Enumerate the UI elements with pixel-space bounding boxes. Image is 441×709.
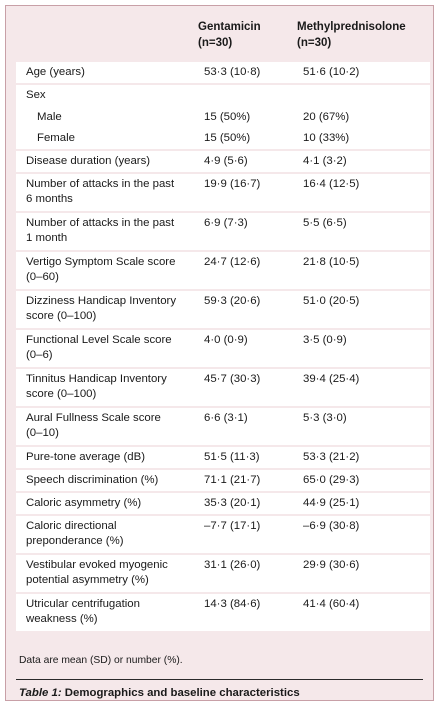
row-label: Sex: [26, 89, 46, 101]
methylprednisolone-value: 10 (33%): [303, 132, 350, 144]
row-label: Male: [37, 111, 62, 123]
table-row: Aural Fullness Scale score (0–10) 6·6 (3…: [16, 408, 430, 445]
methylprednisolone-value: 21·8 (10·5): [303, 256, 360, 268]
table-row: Age (years) 53·3 (10·8) 51·6 (10·2): [16, 62, 430, 83]
methylprednisolone-value: 20 (67%): [303, 111, 350, 123]
methylprednisolone-value: –6·9 (30·8): [303, 520, 360, 532]
methylprednisolone-value: 4·1 (3·2): [303, 155, 347, 167]
table-header: Gentamicin (n=30) Methylprednisolone (n=…: [6, 19, 433, 59]
methylprednisolone-value: 5·5 (6·5): [303, 217, 347, 229]
gentamicin-value: 4·9 (5·6): [204, 155, 248, 167]
gentamicin-value: 15 (50%): [204, 132, 251, 144]
row-label: Disease duration (years): [26, 155, 151, 167]
table-row: Dizziness Handicap Inventory score (0–10…: [16, 291, 430, 328]
gentamicin-value: 53·3 (10·8): [204, 66, 261, 78]
table-panel: Gentamicin (n=30) Methylprednisolone (n=…: [5, 5, 434, 701]
gentamicin-value: 6·9 (7·3): [204, 217, 248, 229]
table-row: Caloric asymmetry (%) 35·3 (20·1) 44·9 (…: [16, 493, 430, 514]
methylprednisolone-value: 53·3 (21·2): [303, 451, 360, 463]
table-row: Sex Male 15 (50%) 20 (67%) Female 15 (50…: [16, 85, 430, 149]
row-label: Speech discrimination (%): [26, 474, 159, 486]
methylprednisolone-value: 3·5 (0·9): [303, 334, 347, 346]
row-label: Number of attacks in the past 6 months: [26, 178, 175, 205]
row-label: Age (years): [26, 66, 85, 78]
methylprednisolone-value: 5·3 (3·0): [303, 412, 347, 424]
methylprednisolone-value: 44·9 (25·1): [303, 497, 360, 509]
methylprednisolone-value: 16·4 (12·5): [303, 178, 360, 190]
gentamicin-value: 6·6 (3·1): [204, 412, 248, 424]
gentamicin-value: 24·7 (12·6): [204, 256, 261, 268]
row-label: Utricular centrifugation weakness (%): [26, 598, 140, 625]
gentamicin-value: 71·1 (21·7): [204, 474, 261, 486]
caption-label: Table 1:: [19, 687, 62, 699]
table-row: Caloric directional preponderance (%) –7…: [16, 516, 430, 553]
table-row: Vertigo Symptom Scale score (0–60) 24·7 …: [16, 252, 430, 289]
methylprednisolone-value: 39·4 (25·4): [303, 373, 360, 385]
gentamicin-value: 31·1 (26·0): [204, 559, 261, 571]
gentamicin-value: 59·3 (20·6): [204, 295, 261, 307]
gentamicin-value: 14·3 (84·6): [204, 598, 261, 610]
column-header-methylprednisolone: Methylprednisolone (n=30): [297, 21, 406, 49]
methylprednisolone-value: 51·0 (20·5): [303, 295, 360, 307]
table-row: Tinnitus Handicap Inventory score (0–100…: [16, 369, 430, 406]
methylprednisolone-value: 29·9 (30·6): [303, 559, 360, 571]
table-row: Utricular centrifugation weakness (%) 14…: [16, 594, 430, 631]
row-label: Aural Fullness Scale score (0–10): [26, 412, 161, 439]
table-footnote: Data are mean (SD) or number (%).: [19, 655, 183, 666]
row-label: Vertigo Symptom Scale score (0–60): [26, 256, 176, 283]
row-label: Functional Level Scale score (0–6): [26, 334, 172, 361]
gentamicin-value: 15 (50%): [204, 111, 251, 123]
gentamicin-value: 51·5 (11·3): [204, 451, 260, 463]
gentamicin-value: 45·7 (30·3): [204, 373, 261, 385]
gentamicin-value: 4·0 (0·9): [204, 334, 248, 346]
table-body: Age (years) 53·3 (10·8) 51·6 (10·2) Sex …: [16, 62, 430, 633]
column-header-gentamicin: Gentamicin (n=30): [198, 21, 261, 49]
gentamicin-value: 19·9 (16·7): [204, 178, 261, 190]
table-caption: Table 1: Demographics and baseline chara…: [19, 687, 300, 699]
caption-divider: [16, 679, 423, 680]
row-label: Pure-tone average (dB): [26, 451, 146, 463]
gentamicin-value: –7·7 (17·1): [204, 520, 261, 532]
row-label: Tinnitus Handicap Inventory score (0–100…: [26, 373, 167, 400]
row-label: Caloric asymmetry (%): [26, 497, 142, 509]
table-row: Number of attacks in the past 6 months 1…: [16, 174, 430, 211]
row-label: Vestibular evoked myogenic potential asy…: [26, 559, 168, 586]
table-row: Speech discrimination (%) 71·1 (21·7) 65…: [16, 470, 430, 491]
row-label: Female: [37, 132, 75, 144]
table-row: Functional Level Scale score (0–6) 4·0 (…: [16, 330, 430, 367]
methylprednisolone-value: 51·6 (10·2): [303, 66, 360, 78]
table-row: Disease duration (years) 4·9 (5·6) 4·1 (…: [16, 151, 430, 172]
table-row: Vestibular evoked myogenic potential asy…: [16, 555, 430, 592]
methylprednisolone-value: 65·0 (29·3): [303, 474, 360, 486]
row-label: Caloric directional preponderance (%): [26, 520, 124, 547]
table-row: Pure-tone average (dB) 51·5 (11·3) 53·3 …: [16, 447, 430, 468]
row-label: Number of attacks in the past 1 month: [26, 217, 175, 244]
row-label: Dizziness Handicap Inventory score (0–10…: [26, 295, 177, 322]
caption-text: Demographics and baseline characteristic…: [64, 687, 300, 699]
gentamicin-value: 35·3 (20·1): [204, 497, 261, 509]
table-row: Number of attacks in the past 1 month 6·…: [16, 213, 430, 250]
methylprednisolone-value: 41·4 (60·4): [303, 598, 360, 610]
